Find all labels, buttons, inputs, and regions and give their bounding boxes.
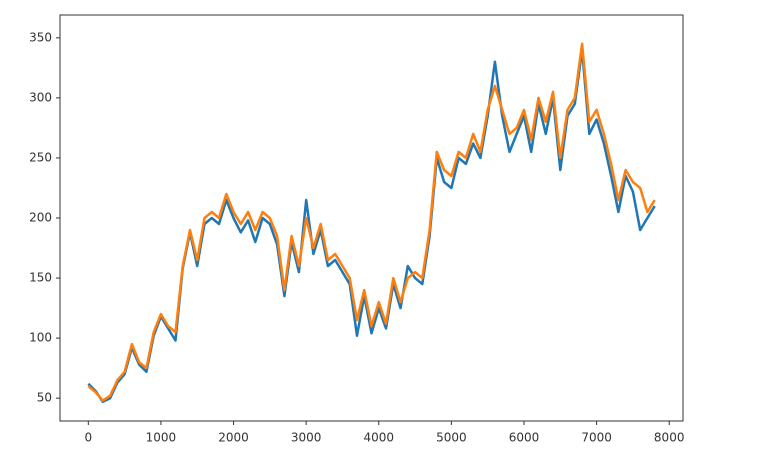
- y-tick-label: 350: [29, 30, 52, 44]
- x-tick-label: 1000: [146, 431, 177, 445]
- x-tick-label: 0: [84, 431, 92, 445]
- series-line: [87, 48, 656, 404]
- x-tick-label: 8000: [654, 431, 685, 445]
- y-tick-label: 50: [37, 391, 52, 405]
- y-tick-label: 300: [29, 90, 52, 104]
- y-tick-label: 250: [29, 150, 52, 164]
- x-tick-label: 6000: [509, 431, 540, 445]
- plot-frame: [59, 14, 684, 422]
- y-tick-label: 100: [29, 331, 52, 345]
- series-line: [87, 42, 656, 402]
- x-tick-label: 3000: [291, 431, 322, 445]
- y-tick-label: 200: [29, 211, 52, 225]
- y-tick-label: 150: [29, 271, 52, 285]
- x-tick-label: 2000: [218, 431, 249, 445]
- x-tick-label: 7000: [581, 431, 612, 445]
- x-tick-label: 5000: [436, 431, 467, 445]
- x-tick-label: 4000: [363, 431, 394, 445]
